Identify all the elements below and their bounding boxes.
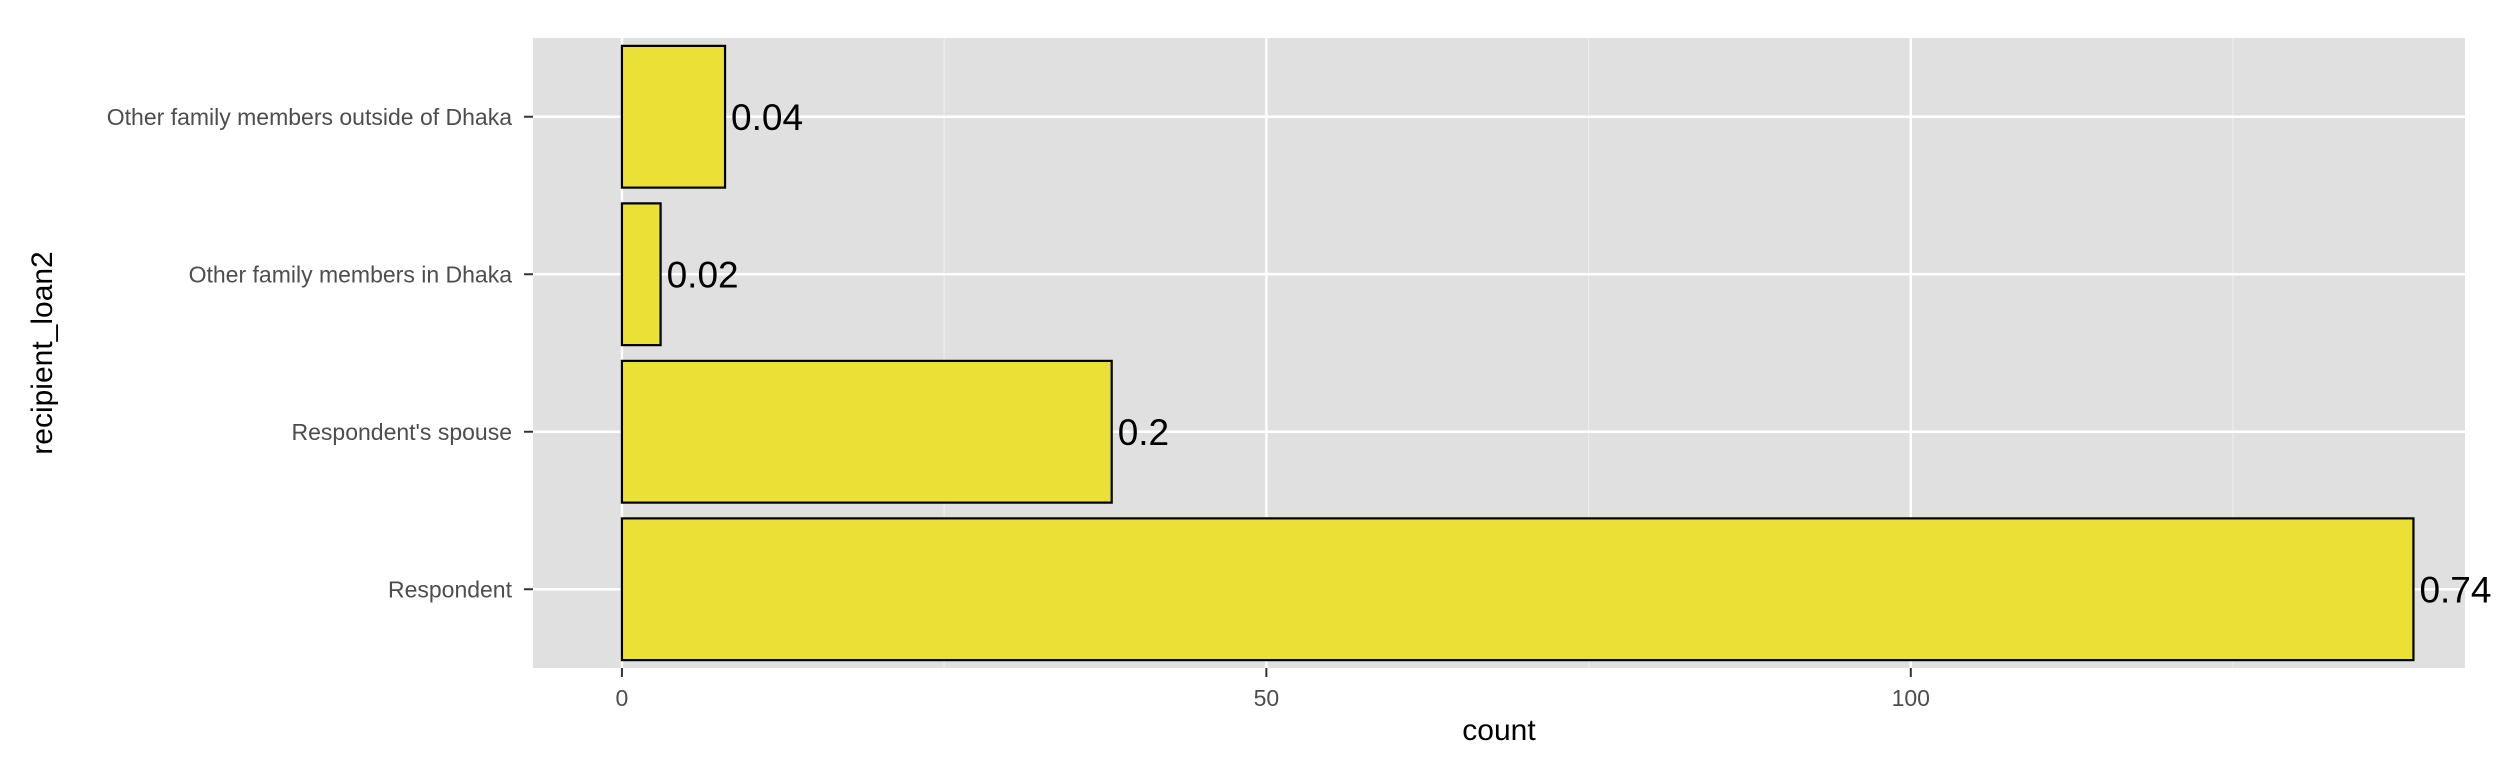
bar-data-label: 0.74 bbox=[2419, 569, 2491, 610]
x-tick-label: 50 bbox=[1254, 685, 1280, 711]
x-tick-label: 100 bbox=[1892, 685, 1930, 711]
bar bbox=[620, 359, 1113, 504]
bar bbox=[620, 202, 662, 347]
bar-data-label: 0.02 bbox=[667, 254, 739, 295]
y-axis-title: recipient_loan2 bbox=[26, 251, 59, 454]
y-tick-label: Other family members in Dhaka bbox=[189, 261, 513, 287]
x-tick-label: 0 bbox=[616, 685, 629, 711]
y-tick-label: Other family members outside of Dhaka bbox=[107, 104, 512, 130]
x-axis-title: count bbox=[1462, 714, 1536, 747]
bars-group bbox=[620, 44, 2415, 662]
bar-data-label: 0.2 bbox=[1118, 412, 1169, 453]
data-labels-group: 0.04 0.02 0.2 0.74 bbox=[667, 97, 2492, 611]
y-tick-label: Respondent's spouse bbox=[292, 419, 513, 445]
y-axis: Other family members outside of Dhaka Oth… bbox=[107, 104, 533, 602]
bar-data-label: 0.04 bbox=[731, 97, 803, 138]
bar bbox=[620, 517, 2415, 662]
x-axis: 0 50 100 bbox=[616, 668, 1930, 711]
y-tick-label: Respondent bbox=[388, 576, 513, 602]
bar bbox=[620, 44, 727, 189]
